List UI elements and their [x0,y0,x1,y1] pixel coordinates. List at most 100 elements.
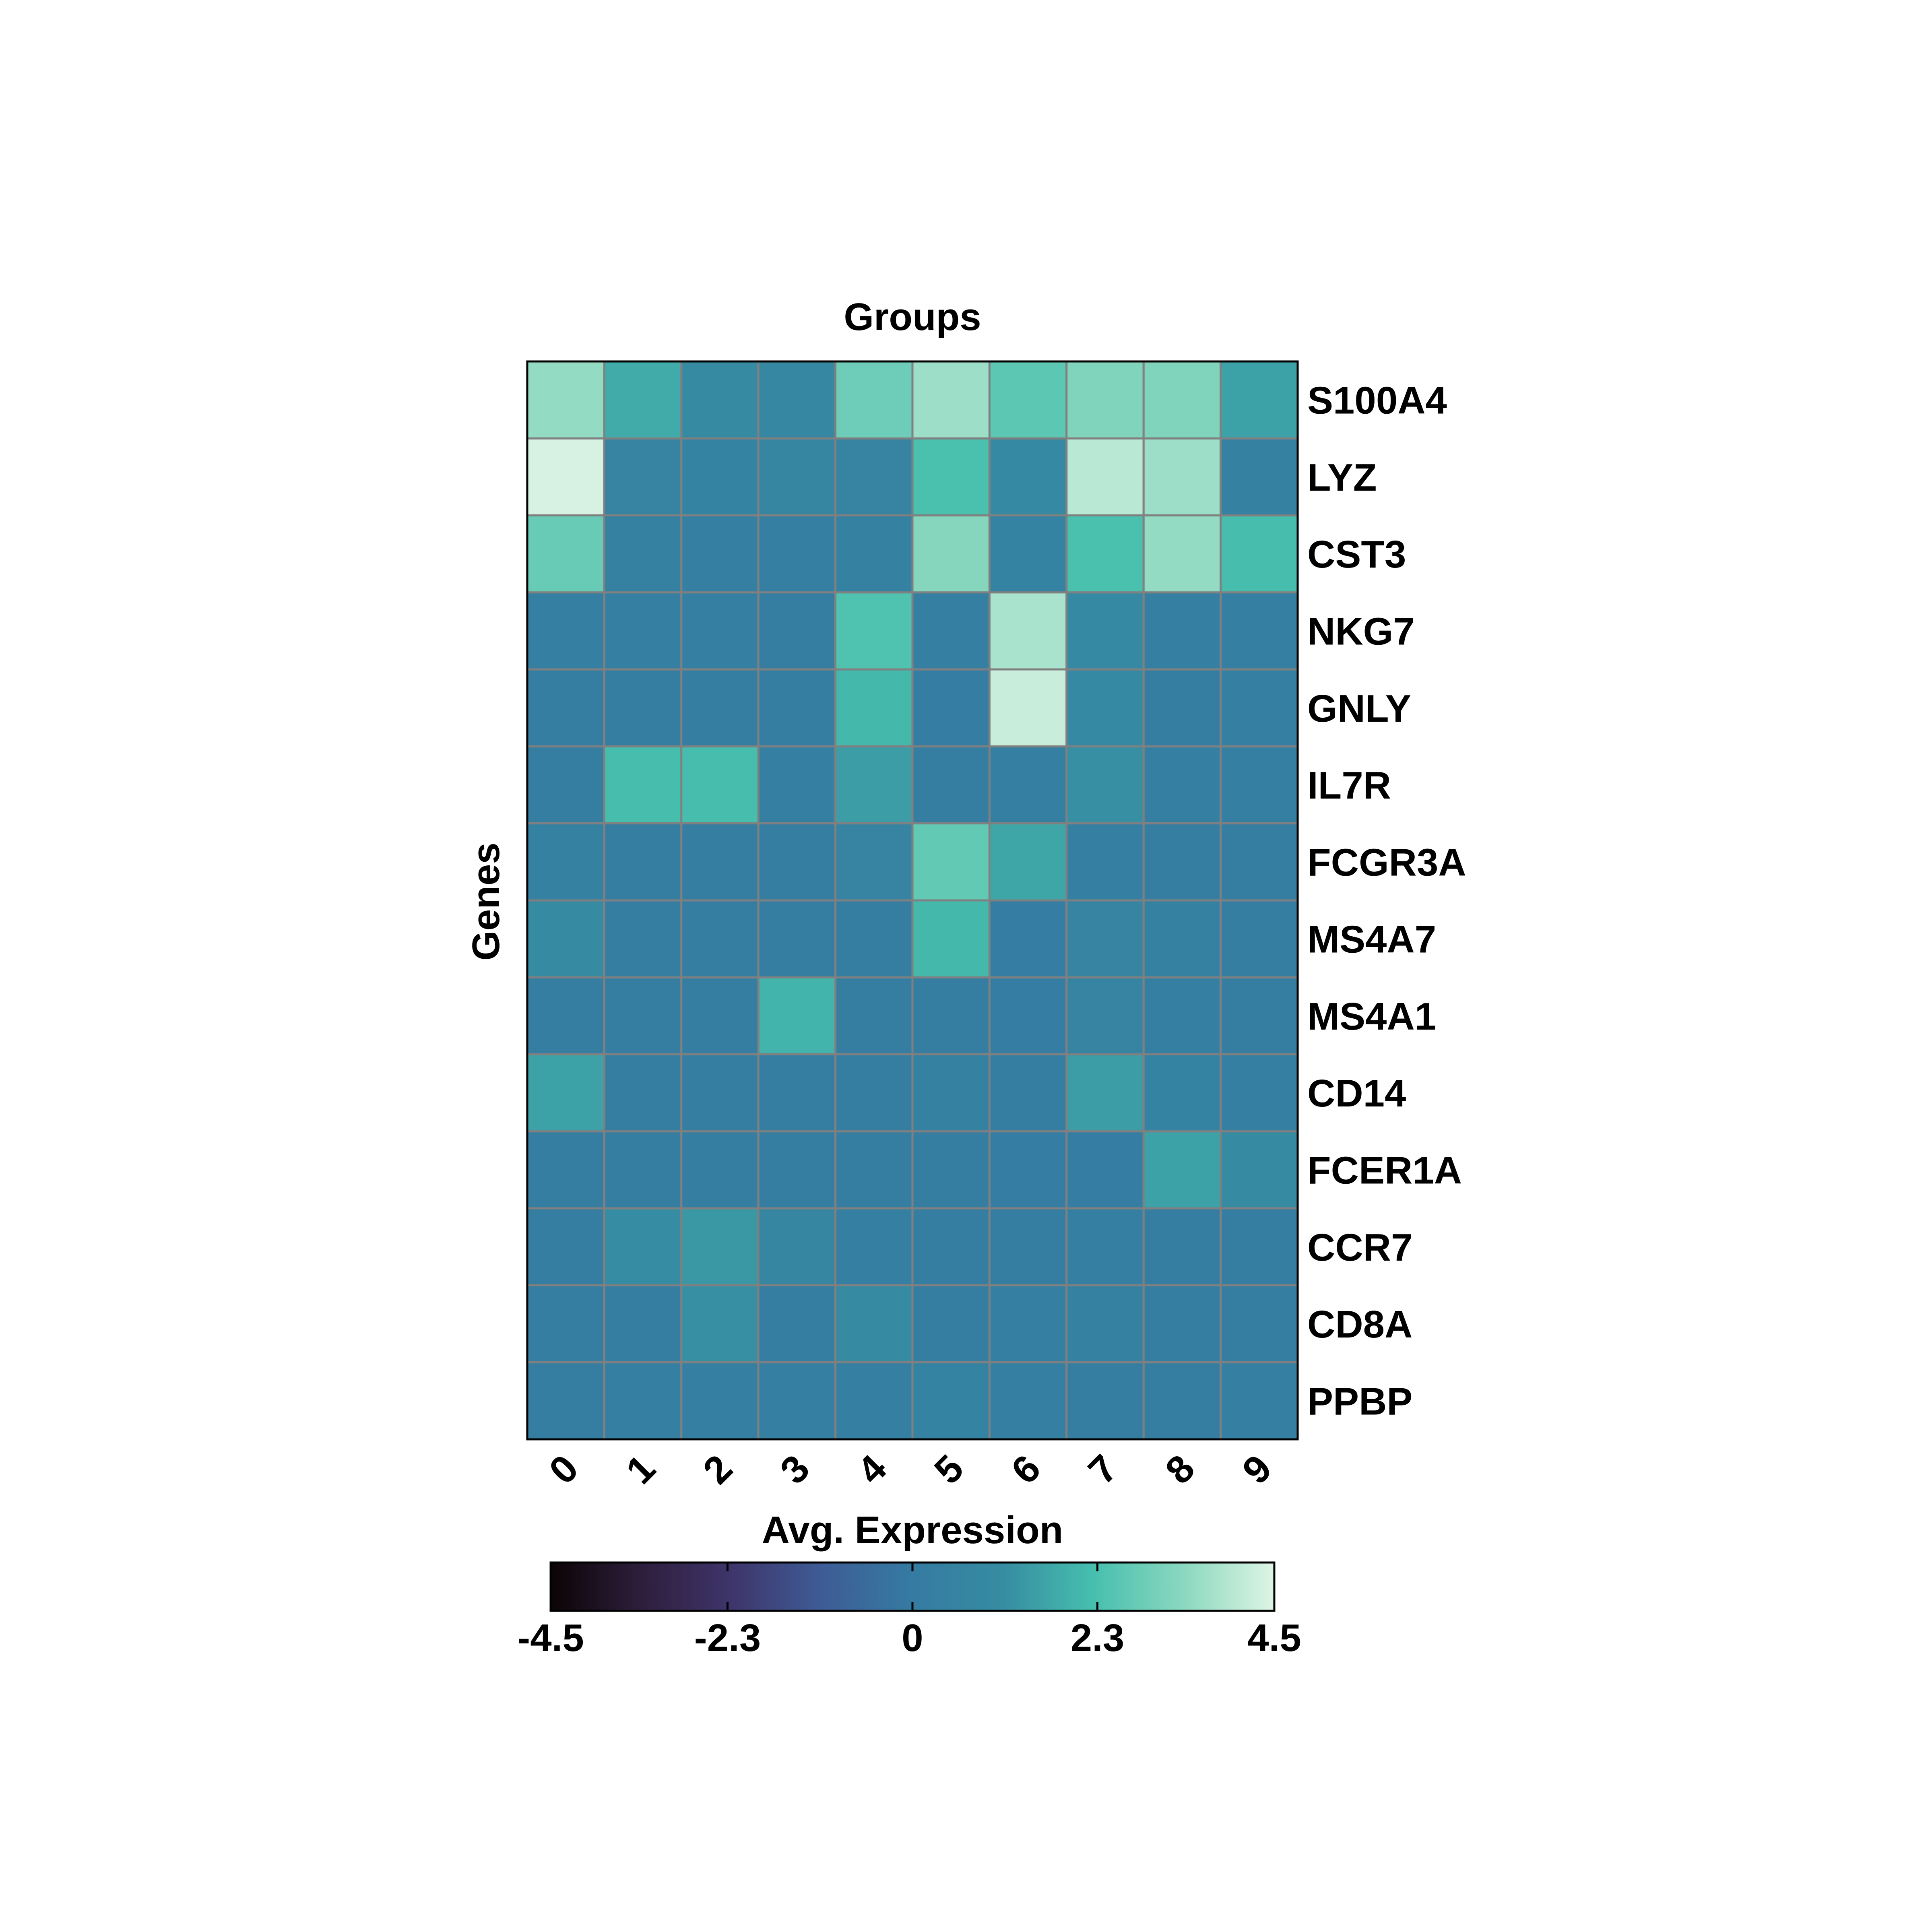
heatmap-cell [526,514,605,594]
heatmap-cell [1220,514,1299,594]
heatmap-cell [1065,1207,1145,1286]
heatmap-cell [1065,437,1145,517]
heatmap-cell [1065,591,1145,671]
heatmap-cell [603,745,683,825]
heatmap-cell [680,437,760,517]
heatmap-cell [526,976,605,1056]
y-tick-label: CST3 [1307,533,1406,576]
heatmap-cell [526,1130,605,1210]
heatmap-cell [834,1284,914,1364]
heatmap-cell [1220,1284,1299,1364]
heatmap-cell [757,822,837,902]
heatmap-cell [1142,976,1222,1056]
heatmap-cell [911,745,991,825]
heatmap-cell [1142,1053,1222,1133]
heatmap-cell [911,822,991,902]
heatmap-cell [526,1053,605,1133]
heatmap-cell [911,976,991,1056]
chart-title: Groups [844,295,981,339]
colorbar-title: Avg. Expression [762,1509,1063,1552]
heatmap-cell [834,1361,914,1441]
heatmap-cell [1220,1053,1299,1133]
heatmap-cell [603,437,683,517]
heatmap-cell [1142,1284,1222,1364]
heatmap-cell [603,1361,683,1441]
heatmap-cell [834,822,914,902]
heatmap-cell [834,514,914,594]
heatmap-cell [757,437,837,517]
heatmap-cell [757,514,837,594]
heatmap-cell [834,1053,914,1133]
heatmap-cell [911,514,991,594]
heatmap-cell [680,1130,760,1210]
heatmap-cell [757,1130,837,1210]
heatmap-cell [680,1207,760,1286]
colorbar-tick-label: 0 [902,1616,923,1660]
heatmap-cell [1065,1053,1145,1133]
heatmap-cell [1065,668,1145,747]
heatmap-cell [680,668,760,747]
heatmap-cell [834,899,914,978]
heatmap-cell [603,1284,683,1364]
heatmap-cell [1065,1284,1145,1364]
y-tick-label: CD14 [1307,1072,1406,1115]
y-tick-label: FCGR3A [1307,841,1466,884]
heatmap-cell [680,360,760,440]
heatmap-cell [988,1361,1068,1441]
heatmap-cell [1065,822,1145,902]
y-tick-label: S100A4 [1307,379,1447,422]
heatmap-cell [1220,976,1299,1056]
heatmap-cell [526,822,605,902]
y-tick-label: CD8A [1307,1303,1412,1346]
heatmap-cell [603,591,683,671]
heatmap-cell [834,668,914,747]
heatmap-cell [526,1207,605,1286]
heatmap-cell [911,437,991,517]
heatmap-cell [680,976,760,1056]
heatmap-cell [1142,1130,1222,1210]
y-tick-label: PPBP [1307,1380,1412,1423]
heatmap-cell [911,1130,991,1210]
heatmap-cell [603,822,683,902]
heatmap-cell [757,591,837,671]
heatmap-cell [1142,437,1222,517]
heatmap-cell [1220,668,1299,747]
heatmap-cell [988,899,1068,978]
y-tick-label: FCER1A [1307,1149,1462,1192]
heatmap-cell [680,1053,760,1133]
heatmap-cell [988,976,1068,1056]
heatmap-cell [757,1361,837,1441]
heatmap-cell [1065,360,1145,440]
heatmap-cell [603,1053,683,1133]
heatmap-cell [1065,1130,1145,1210]
y-tick-label: CCR7 [1307,1226,1412,1269]
heatmap-cell [988,1053,1068,1133]
y-tick-labels: S100A4 LYZ CST3 NKG7 GNLY IL7R FCGR3A MS4A7 MS4A… [1307,379,1466,1423]
heatmap-cell [1220,822,1299,902]
heatmap-cell [1220,1130,1299,1210]
heatmap-cell [988,668,1068,747]
heatmap-cell [1142,514,1222,594]
heatmap-cell [757,899,837,978]
heatmap-cell [526,360,605,440]
heatmap-cell [988,1207,1068,1286]
heatmap-cell [757,976,837,1056]
heatmap-cell [988,745,1068,825]
heatmap-cell [911,1361,991,1441]
heatmap-cell [680,1361,760,1441]
y-tick-label: GNLY [1307,687,1411,730]
heatmap-cell [603,1207,683,1286]
heatmap-cell [757,1284,837,1364]
heatmap-cell [988,591,1068,671]
heatmap-cell [526,745,605,825]
heatmap-cell [834,1130,914,1210]
heatmap-cell [834,437,914,517]
colorbar-tick-label: -4.5 [517,1616,584,1660]
heatmap-cell [1142,1207,1222,1286]
heatmap-cell [603,668,683,747]
heatmap-cell [680,591,760,671]
heatmap-cell [911,1207,991,1286]
colorbar-tick-label: -2.3 [694,1616,761,1660]
heatmap-cells [526,360,1299,1441]
